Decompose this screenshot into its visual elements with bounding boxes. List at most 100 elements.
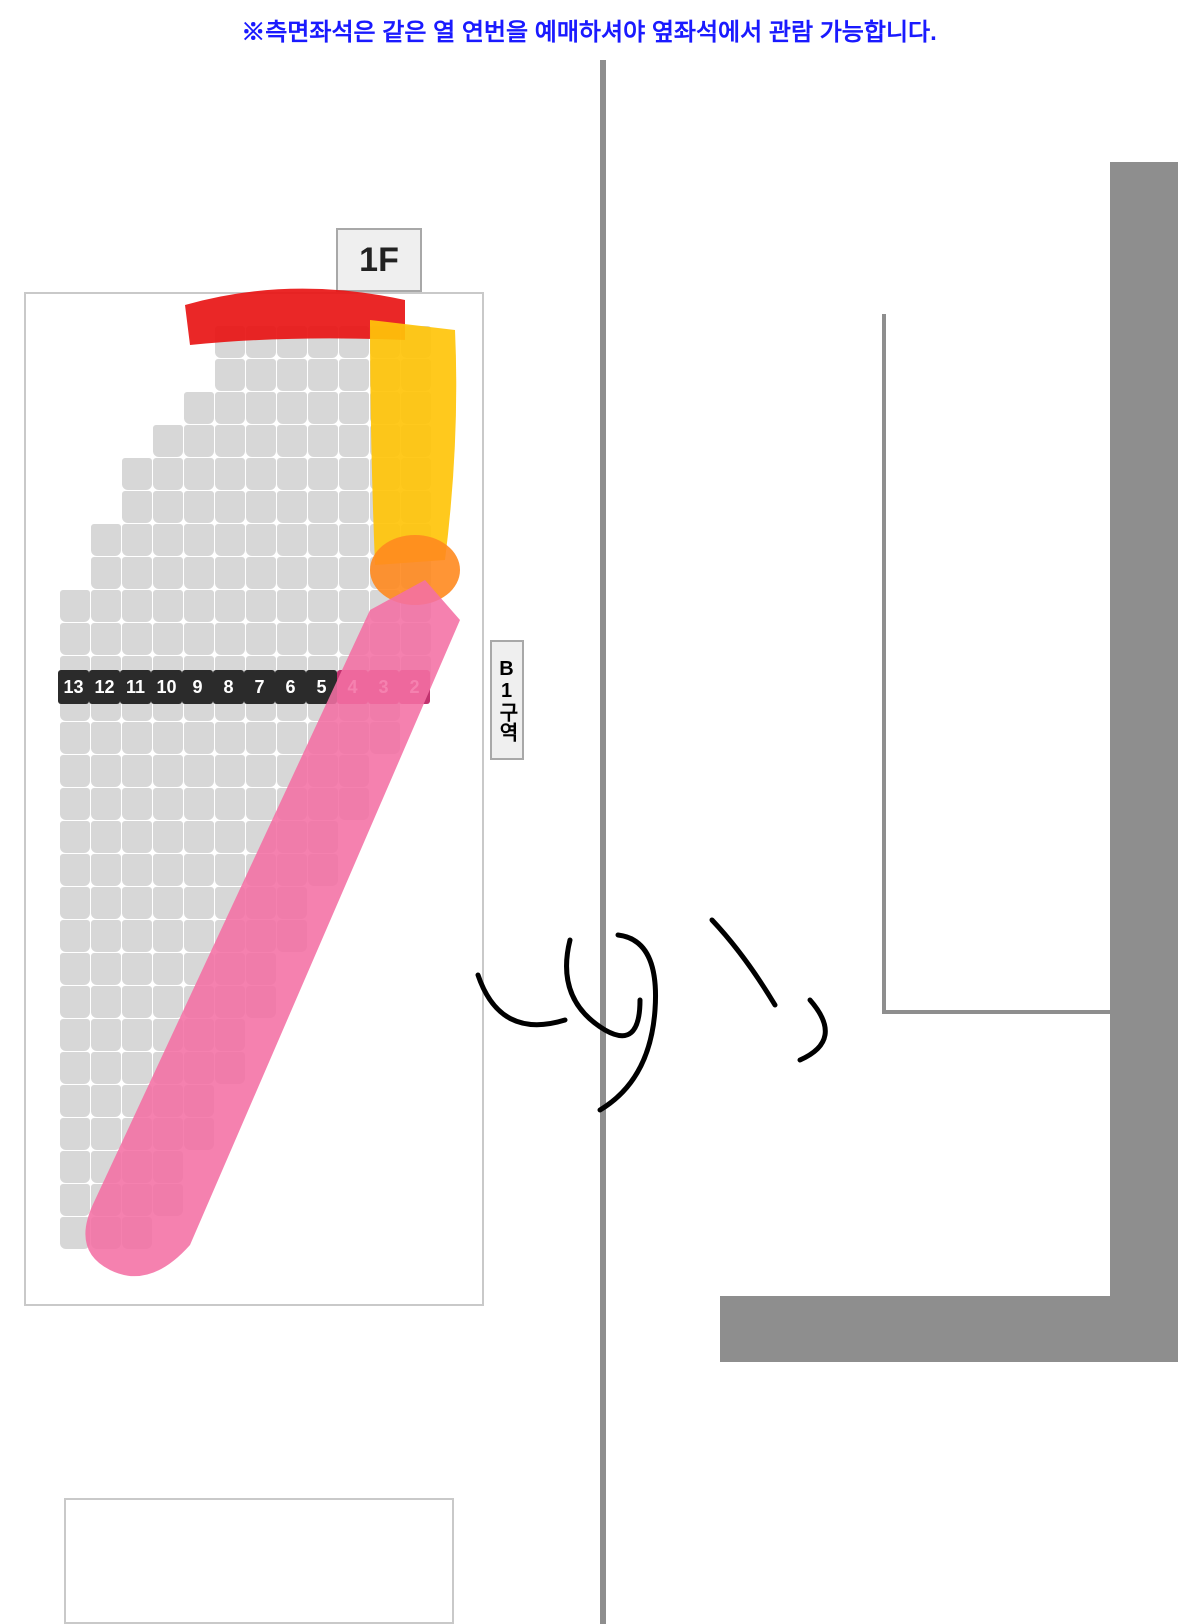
seat[interactable] <box>91 854 121 886</box>
seat[interactable] <box>184 557 214 589</box>
seat[interactable] <box>153 821 183 853</box>
seat[interactable] <box>370 524 400 556</box>
seat[interactable] <box>184 1118 214 1150</box>
seat[interactable] <box>215 1052 245 1084</box>
seat[interactable] <box>370 491 400 523</box>
seat[interactable] <box>370 557 400 589</box>
seat[interactable] <box>184 887 214 919</box>
seat[interactable] <box>339 392 369 424</box>
seat[interactable] <box>153 1085 183 1117</box>
seat[interactable] <box>339 788 369 820</box>
seat[interactable] <box>122 1118 152 1150</box>
seat[interactable] <box>339 458 369 490</box>
seat[interactable] <box>91 623 121 655</box>
seat[interactable] <box>401 425 431 457</box>
seat[interactable] <box>277 590 307 622</box>
seat[interactable] <box>277 920 307 952</box>
seat[interactable] <box>308 788 338 820</box>
seat[interactable] <box>246 821 276 853</box>
seat[interactable] <box>122 1184 152 1216</box>
row-label-8[interactable]: 8 <box>213 670 244 704</box>
seat[interactable] <box>184 722 214 754</box>
seat[interactable] <box>184 392 214 424</box>
seat[interactable] <box>308 590 338 622</box>
seat[interactable] <box>184 1019 214 1051</box>
seat[interactable] <box>60 590 90 622</box>
seat[interactable] <box>184 1085 214 1117</box>
seat[interactable] <box>60 1184 90 1216</box>
seat[interactable] <box>153 755 183 787</box>
seat[interactable] <box>277 425 307 457</box>
seat[interactable] <box>122 722 152 754</box>
seat[interactable] <box>91 557 121 589</box>
seat[interactable] <box>122 887 152 919</box>
row-label-7[interactable]: 7 <box>244 670 275 704</box>
seat[interactable] <box>215 755 245 787</box>
seat[interactable] <box>122 590 152 622</box>
seat[interactable] <box>308 821 338 853</box>
seat[interactable] <box>153 524 183 556</box>
seat[interactable] <box>60 887 90 919</box>
seat[interactable] <box>184 986 214 1018</box>
seat[interactable] <box>401 623 431 655</box>
row-label-6[interactable]: 6 <box>275 670 306 704</box>
seat[interactable] <box>184 1052 214 1084</box>
seat[interactable] <box>60 788 90 820</box>
seat[interactable] <box>339 524 369 556</box>
seat[interactable] <box>153 1184 183 1216</box>
seat[interactable] <box>184 590 214 622</box>
seat[interactable] <box>277 557 307 589</box>
seat[interactable] <box>60 722 90 754</box>
seat[interactable] <box>339 590 369 622</box>
seat[interactable] <box>308 524 338 556</box>
seat[interactable] <box>91 1151 121 1183</box>
seat[interactable] <box>153 986 183 1018</box>
seat[interactable] <box>215 920 245 952</box>
seat[interactable] <box>184 623 214 655</box>
seat[interactable] <box>308 392 338 424</box>
seat[interactable] <box>277 392 307 424</box>
seat[interactable] <box>308 722 338 754</box>
seat[interactable] <box>277 821 307 853</box>
seat[interactable] <box>122 788 152 820</box>
seat[interactable] <box>184 953 214 985</box>
seat[interactable] <box>60 1151 90 1183</box>
seat[interactable] <box>246 755 276 787</box>
seat[interactable] <box>370 590 400 622</box>
seat[interactable] <box>401 458 431 490</box>
seat[interactable] <box>339 425 369 457</box>
seat[interactable] <box>277 722 307 754</box>
seat[interactable] <box>277 854 307 886</box>
seat[interactable] <box>184 920 214 952</box>
seat[interactable] <box>91 986 121 1018</box>
seat[interactable] <box>370 326 400 358</box>
row-label-5[interactable]: 5 <box>306 670 337 704</box>
seat[interactable] <box>246 326 276 358</box>
seat[interactable] <box>308 854 338 886</box>
seat[interactable] <box>122 1151 152 1183</box>
seat[interactable] <box>277 755 307 787</box>
seat[interactable] <box>246 722 276 754</box>
row-label-11[interactable]: 11 <box>120 670 151 704</box>
seat[interactable] <box>122 458 152 490</box>
seat[interactable] <box>91 524 121 556</box>
seat[interactable] <box>60 1118 90 1150</box>
seat[interactable] <box>246 392 276 424</box>
seat[interactable] <box>215 458 245 490</box>
seat[interactable] <box>277 788 307 820</box>
seat[interactable] <box>60 623 90 655</box>
seat[interactable] <box>184 458 214 490</box>
seat[interactable] <box>246 623 276 655</box>
seat[interactable] <box>308 623 338 655</box>
seat[interactable] <box>246 788 276 820</box>
seat[interactable] <box>370 722 400 754</box>
seat[interactable] <box>91 1118 121 1150</box>
row-label-3[interactable]: 3 <box>368 670 399 704</box>
seat[interactable] <box>122 1217 152 1249</box>
seat[interactable] <box>91 920 121 952</box>
seat[interactable] <box>122 920 152 952</box>
seat[interactable] <box>122 524 152 556</box>
seat[interactable] <box>215 557 245 589</box>
seat[interactable] <box>184 755 214 787</box>
row-label-2[interactable]: 2 <box>399 670 430 704</box>
